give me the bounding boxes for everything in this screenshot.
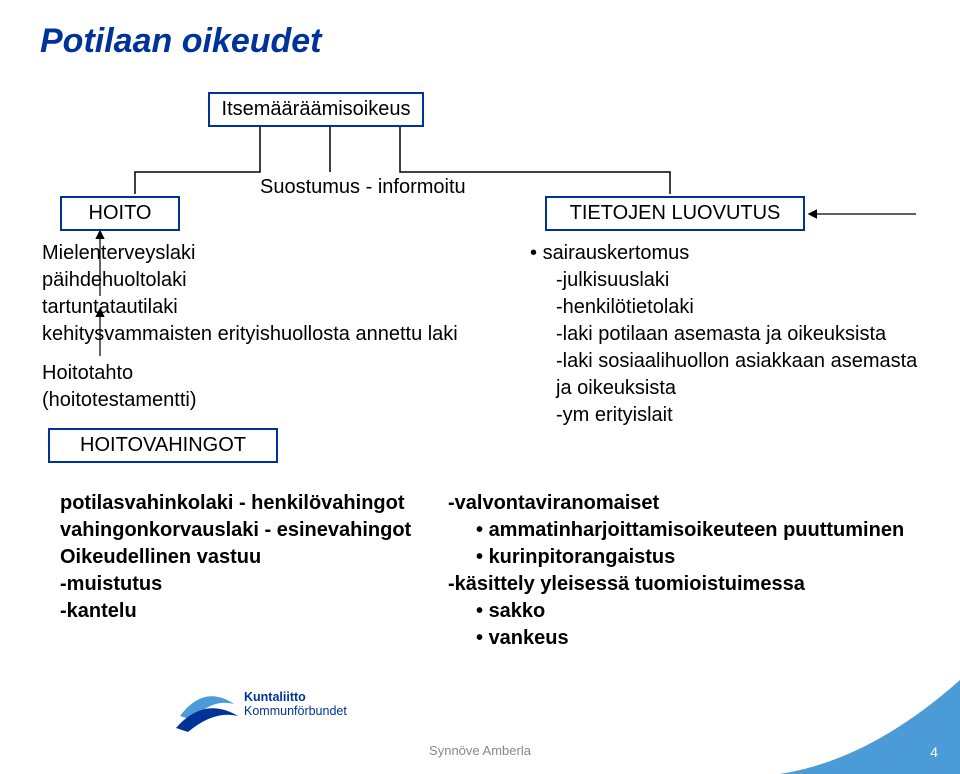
box-hoito-label: HOITO bbox=[89, 202, 152, 224]
bl-line2: vahingonkorvauslaki - esinevahingot bbox=[60, 517, 440, 544]
bottom-left-block: potilasvahinkolaki - henkilövahingot vah… bbox=[60, 490, 440, 625]
br-heading1: -valvontaviranomaiset bbox=[448, 490, 918, 517]
br-b4: • vankeus bbox=[448, 625, 918, 652]
right-line3b: ja oikeuksista bbox=[530, 375, 930, 402]
br-b3: • sakko bbox=[448, 598, 918, 625]
right-sub2: -henkilötietolaki bbox=[530, 294, 930, 321]
right-sub1: -julkisuuslaki bbox=[530, 267, 930, 294]
right-list: • sairauskertomus -julkisuuslaki -henkil… bbox=[530, 240, 930, 429]
hoitotahto-line1: Hoitotahto bbox=[42, 360, 197, 387]
logo-line1: Kuntaliitto bbox=[244, 690, 347, 704]
page-title: Potilaan oikeudet bbox=[40, 22, 322, 61]
logo bbox=[174, 676, 240, 741]
box-hoitovahingot-label: HOITOVAHINGOT bbox=[80, 434, 246, 456]
footer-page-number: 4 bbox=[930, 744, 938, 760]
right-line3a: -laki sosiaalihuollon asiakkaan asemasta bbox=[530, 348, 930, 375]
list-item: päihdehuoltolaki bbox=[42, 267, 502, 294]
list-item: kehitysvammaisten erityishuollosta annet… bbox=[42, 321, 502, 348]
suostumus-label: Suostumus - informoitu bbox=[260, 174, 466, 201]
slide: Potilaan oikeudet Itsemääräämisoikeus HO… bbox=[0, 0, 960, 774]
bl-line5: -kantelu bbox=[60, 598, 440, 625]
list-item: Mielenterveyslaki bbox=[42, 240, 502, 267]
bottom-right-block: -valvontaviranomaiset • ammatinharjoitta… bbox=[448, 490, 918, 652]
br-b2: • kurinpitorangaistus bbox=[448, 544, 918, 571]
right-line4: -ym erityislait bbox=[530, 402, 930, 429]
hoitotahto-line2: (hoitotestamentti) bbox=[42, 387, 197, 414]
right-bullet-sairauskertomus: • sairauskertomus bbox=[530, 240, 930, 267]
bl-line4: -muistutus bbox=[60, 571, 440, 598]
box-hoito: HOITO bbox=[60, 196, 180, 231]
box-itsemaaraamisoikeus-label: Itsemääräämisoikeus bbox=[222, 98, 411, 120]
logo-line2: Kommunförbundet bbox=[244, 704, 347, 718]
box-tietojen-luovutus: TIETOJEN LUOVUTUS bbox=[545, 196, 805, 231]
logo-text: Kuntaliitto Kommunförbundet bbox=[244, 690, 347, 719]
right-line2: -laki potilaan asemasta ja oikeuksista bbox=[530, 321, 930, 348]
br-b1: • ammatinharjoittamisoikeuteen puuttumin… bbox=[448, 517, 918, 544]
box-tietojen-luovutus-label: TIETOJEN LUOVUTUS bbox=[570, 202, 781, 224]
list-item: tartuntatautilaki bbox=[42, 294, 502, 321]
left-law-list: Mielenterveyslaki päihdehuoltolaki tartu… bbox=[42, 240, 502, 348]
bl-line3: Oikeudellinen vastuu bbox=[60, 544, 440, 571]
footer-author: Synnöve Amberla bbox=[429, 743, 531, 758]
logo-icon bbox=[174, 676, 240, 736]
box-itsemaaraamisoikeus: Itsemääräämisoikeus bbox=[208, 92, 424, 127]
br-heading2: -käsittely yleisessä tuomioistuimessa bbox=[448, 571, 918, 598]
bl-line1: potilasvahinkolaki - henkilövahingot bbox=[60, 490, 440, 517]
box-hoitovahingot: HOITOVAHINGOT bbox=[48, 428, 278, 463]
hoitotahto-block: Hoitotahto (hoitotestamentti) bbox=[42, 360, 197, 414]
